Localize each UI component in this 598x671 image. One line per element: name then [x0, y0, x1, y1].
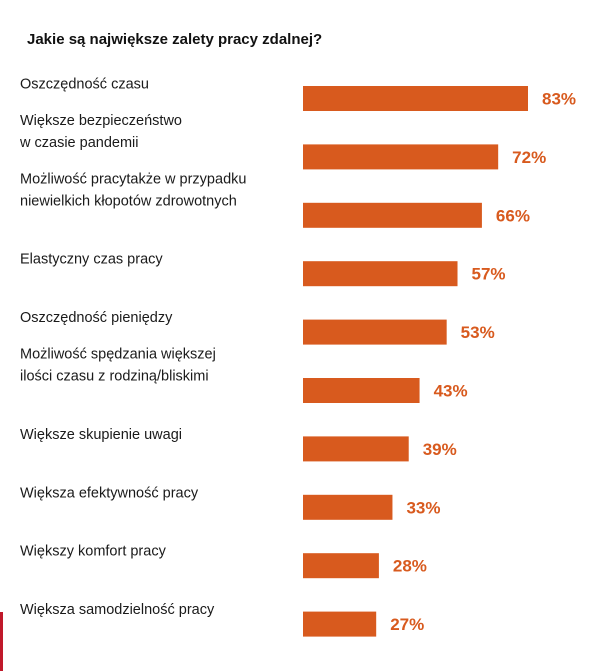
category-label-1: Oszczędność czasu	[20, 77, 149, 93]
category-label-6: Możliwość spędzania większej ilości czasu…	[20, 347, 216, 385]
bar-value-label-8: 33%	[406, 498, 440, 517]
bar-6	[303, 378, 420, 403]
bar-value-label-1: 83%	[542, 90, 576, 109]
bar-value-label-9: 28%	[393, 557, 427, 576]
bar-8	[303, 494, 393, 520]
bar-value-label-5: 53%	[461, 323, 495, 342]
edge-accent-mark	[0, 612, 3, 671]
bar-value-label-7: 39%	[423, 440, 457, 459]
category-label-2: Większe bezpieczeństwo w czasie pandemii	[19, 113, 182, 151]
category-label-7: Większe skupienie uwagi	[20, 427, 182, 443]
bar-7	[303, 436, 409, 462]
category-label-10: Większa samodzielność pracy	[20, 602, 215, 618]
bar-10	[303, 611, 377, 637]
bar-value-label-4: 57%	[472, 265, 506, 284]
bar-4	[303, 261, 458, 287]
bar-value-label-10: 27%	[390, 615, 424, 634]
bar-value-label-3: 66%	[496, 206, 530, 225]
bar-5	[303, 319, 447, 345]
bar-value-label-6: 43%	[434, 382, 468, 401]
bar-1	[303, 86, 528, 111]
bar-9	[303, 553, 379, 579]
category-label-3: Możliwość pracytakże w przypadku niewielk…	[20, 171, 246, 209]
category-label-8: Większa efektywność pracy	[20, 485, 199, 501]
bar-value-label-2: 72%	[512, 148, 546, 167]
chart-title: Jakie są największe zalety pracy zdalnej…	[27, 31, 323, 48]
category-label-9: Większy komfort pracy	[20, 544, 167, 560]
category-label-4: Elastyczny czas pracy	[20, 252, 163, 268]
bar-2	[303, 144, 499, 170]
bar-3	[303, 202, 482, 228]
category-label-5: Oszczędność pieniędzy	[20, 310, 173, 326]
